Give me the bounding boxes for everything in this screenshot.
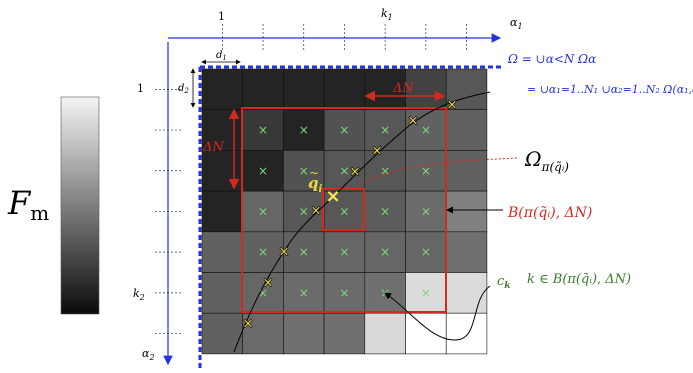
grid-cell xyxy=(242,68,284,111)
k-in-ball-label: k ∈ B(π(q̃ᵢ), ΔN) xyxy=(527,272,631,287)
grid-cells xyxy=(201,68,488,355)
grid-cell xyxy=(323,68,366,111)
cell-center-cross: × xyxy=(299,123,309,137)
cell-center-cross: × xyxy=(258,204,268,218)
omega-equation-line1: Ω = ∪α<N Ωα xyxy=(507,52,596,66)
grid-cell xyxy=(201,312,244,355)
trajectory-curve xyxy=(233,91,491,353)
top-tick-k1: k1 xyxy=(381,7,393,22)
top-tick-1: 1 xyxy=(218,10,225,23)
omega-pi-label: Ωπ(q̃ᵢ) xyxy=(524,147,569,174)
grid-cell xyxy=(405,312,447,355)
grid-cell xyxy=(445,272,488,314)
d1-label: d1 xyxy=(216,50,227,62)
cell-center-cross: × xyxy=(380,123,390,137)
axis-alpha1-label: α1 xyxy=(510,16,523,31)
grid-cell xyxy=(364,150,406,192)
delta-n-top-label: ΔN xyxy=(392,81,414,96)
cell-center-cross: × xyxy=(299,164,309,178)
cell-center-cross: × xyxy=(380,164,390,178)
grid-cell xyxy=(405,190,447,233)
grid-cell xyxy=(283,231,325,273)
grid-cell xyxy=(323,190,366,233)
grid-cell xyxy=(283,312,325,355)
q-tilde-label: qi xyxy=(308,174,323,195)
colorbar-label-sub: m xyxy=(30,201,49,225)
c-k-pointer xyxy=(384,285,491,341)
curve-point-marker: × xyxy=(242,316,254,332)
left-tick-1: 1 xyxy=(137,82,144,95)
grid-cell xyxy=(201,272,244,314)
grid-cell xyxy=(201,150,244,192)
grid-cell xyxy=(201,68,244,111)
grid-cell xyxy=(445,190,488,233)
c-k-label: ck xyxy=(497,274,511,291)
cell-center-cross: × xyxy=(258,123,268,137)
green-crosses: × × × × ×× × × × ×× × × × ×× × × × ×× × × × × xyxy=(258,123,431,300)
grid-cell xyxy=(323,150,366,192)
grid-cell xyxy=(364,109,406,151)
ball-label: B(π(q̃ᵢ), ΔN) xyxy=(507,205,592,221)
grid-cell xyxy=(201,231,244,273)
left-axis-ticks xyxy=(155,88,182,334)
grid-cell xyxy=(445,312,488,355)
colorbar-label: Fm xyxy=(7,184,49,225)
grid-cell xyxy=(445,231,488,273)
grid-cell xyxy=(364,312,406,355)
cell-center-cross: × xyxy=(380,204,390,218)
grid-cell xyxy=(405,68,447,111)
cell-center-cross: × xyxy=(339,204,349,218)
center-cell-outline xyxy=(322,188,365,231)
cell-center-cross: × xyxy=(258,245,268,259)
cell-center-cross: × xyxy=(299,286,309,300)
grid-cell xyxy=(201,190,244,233)
top-axis-ticks xyxy=(222,24,467,50)
q-tilde-marker: × xyxy=(325,186,340,207)
omega-equation-line2: = ∪α₁=1..N₁ ∪α₂=1..N₂ Ω(α₁,α₂) xyxy=(527,83,693,96)
grid-cell xyxy=(283,109,325,151)
curve-point-marker: × xyxy=(446,97,458,113)
grid-cell xyxy=(242,190,284,233)
curve-point-marker: × xyxy=(349,164,361,180)
grid-cell xyxy=(445,150,488,192)
cell-center-cross: × xyxy=(339,245,349,259)
curve-point-marker: × xyxy=(407,113,419,129)
axis-alpha2-label: α2 xyxy=(142,347,155,362)
omega-pi-pointer xyxy=(351,157,519,191)
cell-center-cross: × xyxy=(421,286,431,300)
cell-center-cross: × xyxy=(380,245,390,259)
grid-cell xyxy=(242,272,284,314)
grid-cell xyxy=(283,272,325,314)
cell-center-cross: × xyxy=(339,123,349,137)
cell-center-cross: × xyxy=(421,245,431,259)
delta-n-left-label: ΔN xyxy=(202,140,224,155)
d2-label: d2 xyxy=(178,83,189,95)
left-tick-k2: k2 xyxy=(133,287,145,302)
cell-center-cross: × xyxy=(421,204,431,218)
cell-center-cross: × xyxy=(299,245,309,259)
cell-center-cross: × xyxy=(258,286,268,300)
cell-center-cross: × xyxy=(339,286,349,300)
curve-point-marker: × xyxy=(310,203,322,219)
grid-cell xyxy=(445,109,488,151)
cell-center-cross: × xyxy=(421,164,431,178)
curve-point-marker: × xyxy=(371,143,383,159)
curve-point-marker: × xyxy=(278,244,290,260)
grid-cell xyxy=(283,68,325,111)
grid-cell xyxy=(323,312,366,355)
curve-point-markers: ××××××××× xyxy=(242,97,458,333)
colorbar xyxy=(60,96,100,315)
cell-center-cross: × xyxy=(339,164,349,178)
grid-cell xyxy=(405,150,447,192)
q-tilde-accent: ~ xyxy=(309,166,319,180)
cell-center-cross: × xyxy=(299,204,309,218)
cell-center-cross: × xyxy=(421,123,431,137)
grid-cell xyxy=(283,150,325,192)
curve-point-marker: × xyxy=(262,275,274,291)
cell-center-cross: × xyxy=(258,164,268,178)
grid-cell xyxy=(323,272,366,314)
